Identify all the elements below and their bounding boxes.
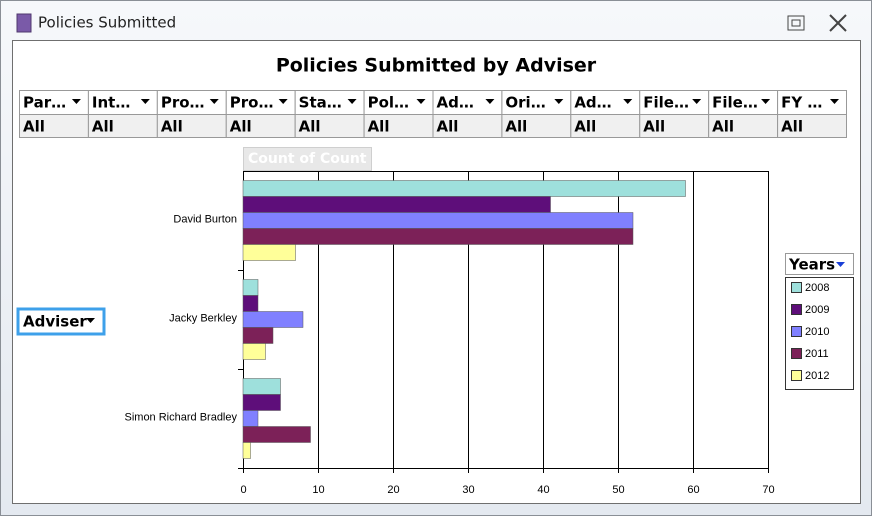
bar (242, 378, 281, 395)
bar (242, 311, 304, 328)
legend-label: 2012 (805, 370, 829, 382)
legend-label: 2010 (805, 326, 829, 338)
chart-title: Policies Submitted by Adviser (276, 55, 597, 77)
dropdown-arrow (71, 99, 81, 104)
y-tick-label: Simon Richard Bradley (125, 411, 238, 423)
x-tick-label: 40 (537, 484, 549, 496)
filter-value: All (505, 118, 527, 136)
legend-swatch (791, 282, 802, 293)
filter-label: FY … (781, 94, 822, 112)
filter-label: File… (712, 94, 758, 112)
x-tick-label: 70 (762, 484, 774, 496)
bar (242, 196, 551, 213)
bar (242, 244, 296, 261)
x-tick-label: 20 (387, 484, 399, 496)
dropdown-arrow (86, 318, 95, 323)
bar (242, 442, 251, 459)
legend-swatch (791, 326, 802, 337)
bar (242, 180, 686, 197)
dropdown-arrow (830, 99, 839, 104)
bar (242, 426, 311, 443)
close-button[interactable] (829, 14, 847, 32)
bar (242, 212, 634, 229)
filter-label: Pro… (161, 94, 205, 112)
filter-label: File… (643, 94, 689, 112)
bar (242, 228, 634, 245)
filter-label: Ad… (574, 94, 611, 112)
bar (242, 295, 259, 312)
bar (242, 343, 266, 360)
data-field-button[interactable] (243, 147, 372, 171)
bar (242, 410, 259, 427)
dropdown-arrow (836, 262, 845, 267)
x-tick-label: 0 (240, 484, 246, 496)
x-tick-label: 10 (312, 484, 324, 496)
legend-label: 2011 (805, 348, 829, 360)
filter-label: Par… (23, 94, 66, 112)
filter-value: All (230, 118, 252, 136)
filter-value: All (92, 118, 114, 136)
filter-value: All (299, 118, 321, 136)
filter-label: Int… (92, 94, 130, 112)
legend-swatch (791, 348, 802, 359)
filter-value: All (368, 118, 390, 136)
legend-label: 2009 (805, 304, 829, 316)
bar (242, 279, 259, 296)
filter-label: Sta… (299, 94, 342, 112)
dropdown-arrow (416, 99, 426, 104)
dropdown-arrow (485, 99, 495, 104)
filter-label: Pol… (368, 94, 409, 112)
app-icon (16, 13, 32, 33)
restore-icon (791, 19, 801, 27)
filter-value: All (574, 118, 596, 136)
filter-value: All (161, 118, 183, 136)
filter-label: Ori… (505, 94, 545, 112)
dropdown-arrow (209, 99, 219, 104)
restore-button[interactable] (787, 15, 805, 31)
legend-title: Years (788, 256, 835, 274)
filter-value: All (712, 118, 734, 136)
legend-header[interactable] (785, 253, 854, 275)
y-tick-label: Jacky Berkley (169, 312, 237, 324)
bar (242, 327, 274, 344)
legend-swatch (791, 370, 802, 381)
filter-value-cell (777, 114, 847, 138)
y-tick-label: David Burton (173, 213, 237, 225)
dropdown-arrow (347, 99, 357, 104)
filter-value: All (781, 118, 803, 136)
x-tick-label: 50 (612, 484, 624, 496)
filter-label: Pro… (230, 94, 274, 112)
dropdown-arrow (554, 99, 564, 104)
filter-label: Ad… (437, 94, 474, 112)
dropdown-arrow (278, 99, 288, 104)
dropdown-arrow (140, 99, 150, 104)
legend-label: 2008 (805, 282, 829, 294)
x-tick-label: 60 (687, 484, 699, 496)
dropdown-arrow (761, 99, 771, 104)
bar (242, 394, 281, 411)
filter-value: All (23, 118, 45, 136)
row-field-label: Adviser (23, 313, 87, 331)
data-field-label: Count of Count (248, 151, 367, 167)
filter-value: All (437, 118, 459, 136)
filter-value: All (643, 118, 665, 136)
dropdown-arrow (692, 99, 702, 104)
dropdown-arrow (623, 99, 633, 104)
legend-swatch (791, 304, 802, 315)
window-title: Policies Submitted (38, 14, 176, 32)
x-tick-label: 30 (462, 484, 474, 496)
